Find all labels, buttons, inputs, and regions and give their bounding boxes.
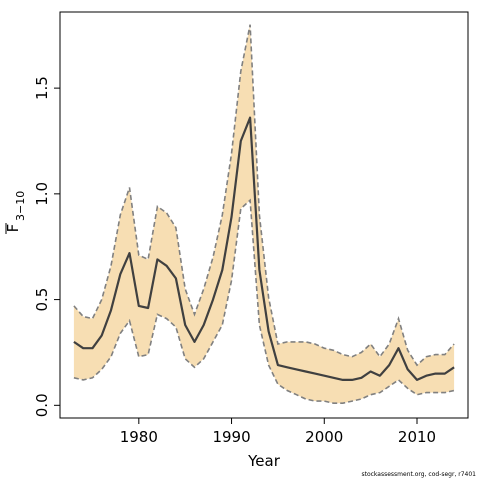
y-axis: 0.0 0.5 1.0 1.5 [33, 76, 60, 417]
y-axis-title-subscript: 3−10 [14, 191, 27, 221]
footer-note: stockassessment.org, cod-segr, r7401 [361, 471, 476, 478]
x-tick-label: 1980 [120, 428, 158, 446]
confidence-band-layer [73, 24, 455, 405]
y-tick-label: 0.0 [33, 393, 51, 417]
y-tick-label: 1.0 [33, 182, 51, 206]
x-axis: 1980 1990 2000 2010 [120, 418, 436, 446]
y-tick-label: 1.5 [33, 76, 51, 100]
x-tick-label: 2010 [398, 428, 436, 446]
estimate-line [73, 116, 455, 381]
lower-bound-line [73, 198, 455, 405]
plot-frame [59, 11, 469, 419]
x-tick-label: 2000 [305, 428, 343, 446]
confidence-band [73, 24, 455, 404]
y-tick-label: 0.5 [33, 288, 51, 312]
x-tick-label: 1990 [212, 428, 250, 446]
y-axis-title-main: F [4, 224, 22, 233]
upper-bound-line [73, 24, 455, 367]
x-axis-title: Year [247, 452, 281, 470]
y-axis-title: F 3−10 [4, 191, 27, 234]
estimate-line-layer [73, 116, 455, 381]
